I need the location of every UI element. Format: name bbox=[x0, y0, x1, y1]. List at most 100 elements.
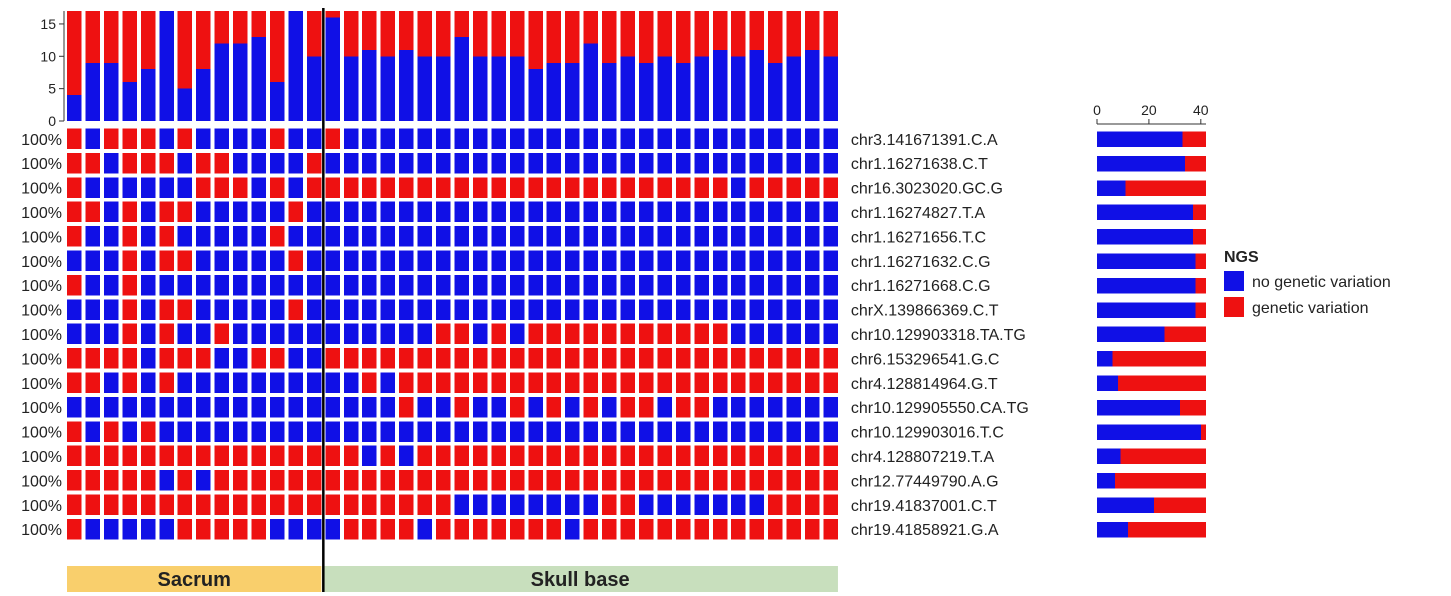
top-bar-no-variation bbox=[638, 62, 654, 121]
cell-genetic-variation bbox=[768, 518, 783, 540]
cell-genetic-variation bbox=[362, 177, 377, 198]
side-bar-no-variation bbox=[1097, 497, 1155, 513]
cell-no-variation bbox=[768, 152, 783, 174]
side-bar-variation bbox=[1195, 277, 1206, 294]
cell-genetic-variation bbox=[638, 177, 654, 198]
cell-no-variation bbox=[602, 201, 617, 223]
cell-genetic-variation bbox=[269, 226, 285, 247]
cell-no-variation bbox=[454, 494, 469, 515]
cell-no-variation bbox=[214, 274, 230, 296]
top-bar-no-variation bbox=[159, 11, 174, 121]
legend-label: genetic variation bbox=[1252, 300, 1369, 317]
cell-genetic-variation bbox=[602, 372, 617, 393]
cell-genetic-variation bbox=[602, 445, 617, 467]
cell-no-variation bbox=[657, 299, 672, 320]
cell-genetic-variation bbox=[233, 494, 248, 515]
legend-title: NGS bbox=[1224, 249, 1259, 266]
cell-no-variation bbox=[85, 274, 100, 296]
cell-no-variation bbox=[103, 177, 119, 198]
cell-genetic-variation bbox=[177, 470, 193, 491]
side-bar-no-variation bbox=[1097, 424, 1201, 440]
cell-no-variation bbox=[436, 421, 451, 442]
cell-genetic-variation bbox=[657, 445, 672, 467]
cell-no-variation bbox=[565, 396, 580, 418]
cell-no-variation bbox=[749, 128, 765, 149]
cell-no-variation bbox=[657, 201, 672, 223]
cell-genetic-variation bbox=[805, 348, 820, 369]
cell-no-variation bbox=[565, 226, 580, 247]
cell-no-variation bbox=[269, 201, 285, 223]
cell-no-variation bbox=[583, 128, 599, 149]
top-bar-variation bbox=[177, 11, 193, 89]
cell-genetic-variation bbox=[786, 470, 802, 491]
top-axis-tick-label: 5 bbox=[48, 81, 56, 97]
cell-no-variation bbox=[509, 421, 525, 442]
cell-genetic-variation bbox=[269, 494, 285, 515]
cell-no-variation bbox=[85, 128, 100, 149]
cell-no-variation bbox=[731, 226, 746, 247]
side-bar-no-variation bbox=[1097, 204, 1194, 221]
variant-label: chr19.41858921.G.A bbox=[851, 522, 999, 539]
top-bar-no-variation bbox=[509, 56, 525, 122]
cell-no-variation bbox=[454, 226, 469, 247]
cell-no-variation bbox=[786, 201, 802, 223]
top-bar-variation bbox=[85, 11, 100, 63]
cell-genetic-variation bbox=[436, 323, 451, 345]
cell-genetic-variation bbox=[638, 372, 654, 393]
cell-no-variation bbox=[528, 421, 543, 442]
side-bar-no-variation bbox=[1097, 253, 1196, 269]
cell-genetic-variation bbox=[805, 445, 820, 467]
cell-genetic-variation bbox=[620, 445, 635, 467]
cell-genetic-variation bbox=[823, 372, 838, 393]
cell-no-variation bbox=[306, 348, 322, 369]
cell-genetic-variation bbox=[343, 518, 359, 540]
cell-no-variation bbox=[214, 396, 230, 418]
cell-no-variation bbox=[805, 421, 820, 442]
top-bar-variation bbox=[805, 11, 820, 50]
top-bar-variation bbox=[251, 11, 266, 37]
cell-no-variation bbox=[380, 372, 396, 393]
cell-no-variation bbox=[380, 152, 396, 174]
cell-genetic-variation bbox=[380, 518, 396, 540]
cell-no-variation bbox=[528, 152, 543, 174]
cell-no-variation bbox=[436, 152, 451, 174]
cell-no-variation bbox=[196, 226, 211, 247]
cell-no-variation bbox=[233, 152, 248, 174]
cell-no-variation bbox=[306, 421, 322, 442]
variant-label: chr4.128807219.T.A bbox=[851, 449, 995, 466]
cell-no-variation bbox=[122, 396, 137, 418]
cell-no-variation bbox=[140, 201, 156, 223]
side-bar-x-axis: 0 20 40 bbox=[1093, 102, 1209, 125]
cell-no-variation bbox=[749, 226, 765, 247]
cell-no-variation bbox=[343, 152, 359, 174]
cell-no-variation bbox=[399, 128, 414, 149]
cell-no-variation bbox=[269, 152, 285, 174]
top-bar-no-variation bbox=[177, 88, 193, 121]
cell-no-variation bbox=[602, 396, 617, 418]
cell-genetic-variation bbox=[675, 470, 691, 491]
cell-genetic-variation bbox=[196, 348, 211, 369]
cell-no-variation bbox=[472, 421, 488, 442]
cell-no-variation bbox=[325, 372, 340, 393]
top-bar-no-variation bbox=[436, 56, 451, 122]
cell-genetic-variation bbox=[85, 470, 100, 491]
cell-no-variation bbox=[749, 494, 765, 515]
cell-genetic-variation bbox=[122, 250, 137, 271]
cell-no-variation bbox=[103, 396, 119, 418]
cell-no-variation bbox=[823, 201, 838, 223]
row-percent-labels: 100% 100% 100% 100% 100% 100% 100% 100% 100% 100%… bbox=[21, 132, 62, 539]
cell-genetic-variation bbox=[509, 177, 525, 198]
cell-no-variation bbox=[749, 323, 765, 345]
cell-no-variation bbox=[675, 152, 691, 174]
cell-genetic-variation bbox=[214, 445, 230, 467]
cell-no-variation bbox=[620, 128, 635, 149]
cell-genetic-variation bbox=[620, 518, 635, 540]
cell-no-variation bbox=[509, 299, 525, 320]
cell-no-variation bbox=[823, 274, 838, 296]
cell-genetic-variation bbox=[823, 177, 838, 198]
cell-genetic-variation bbox=[251, 445, 266, 467]
cell-genetic-variation bbox=[768, 372, 783, 393]
top-bar-no-variation bbox=[67, 95, 82, 121]
cell-no-variation bbox=[620, 201, 635, 223]
cell-genetic-variation bbox=[454, 518, 469, 540]
